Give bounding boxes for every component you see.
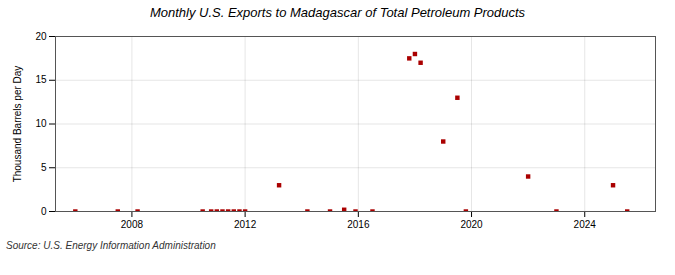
svg-text:2012: 2012 (234, 219, 257, 230)
html-text:Monthly U.S. Exports to Madaga: Monthly U.S. Exports to Madagascar of To… (149, 5, 526, 20)
svg-text:2020: 2020 (460, 219, 483, 230)
svg-text:20: 20 (35, 31, 47, 42)
svg-text:10: 10 (35, 118, 47, 129)
svg-text:15: 15 (35, 74, 47, 85)
html-text:Source: U.S. Energy Informatio: Source: U.S. Energy Information Administ… (6, 240, 216, 251)
svg-text:2008: 2008 (121, 219, 144, 230)
svg-text:5: 5 (41, 162, 47, 173)
svg-text:2016: 2016 (347, 219, 370, 230)
svg-text:0: 0 (41, 206, 47, 217)
svg-text:2024: 2024 (574, 219, 597, 230)
svg-text:Thousand Barrels per Day: Thousand Barrels per Day (12, 66, 23, 183)
